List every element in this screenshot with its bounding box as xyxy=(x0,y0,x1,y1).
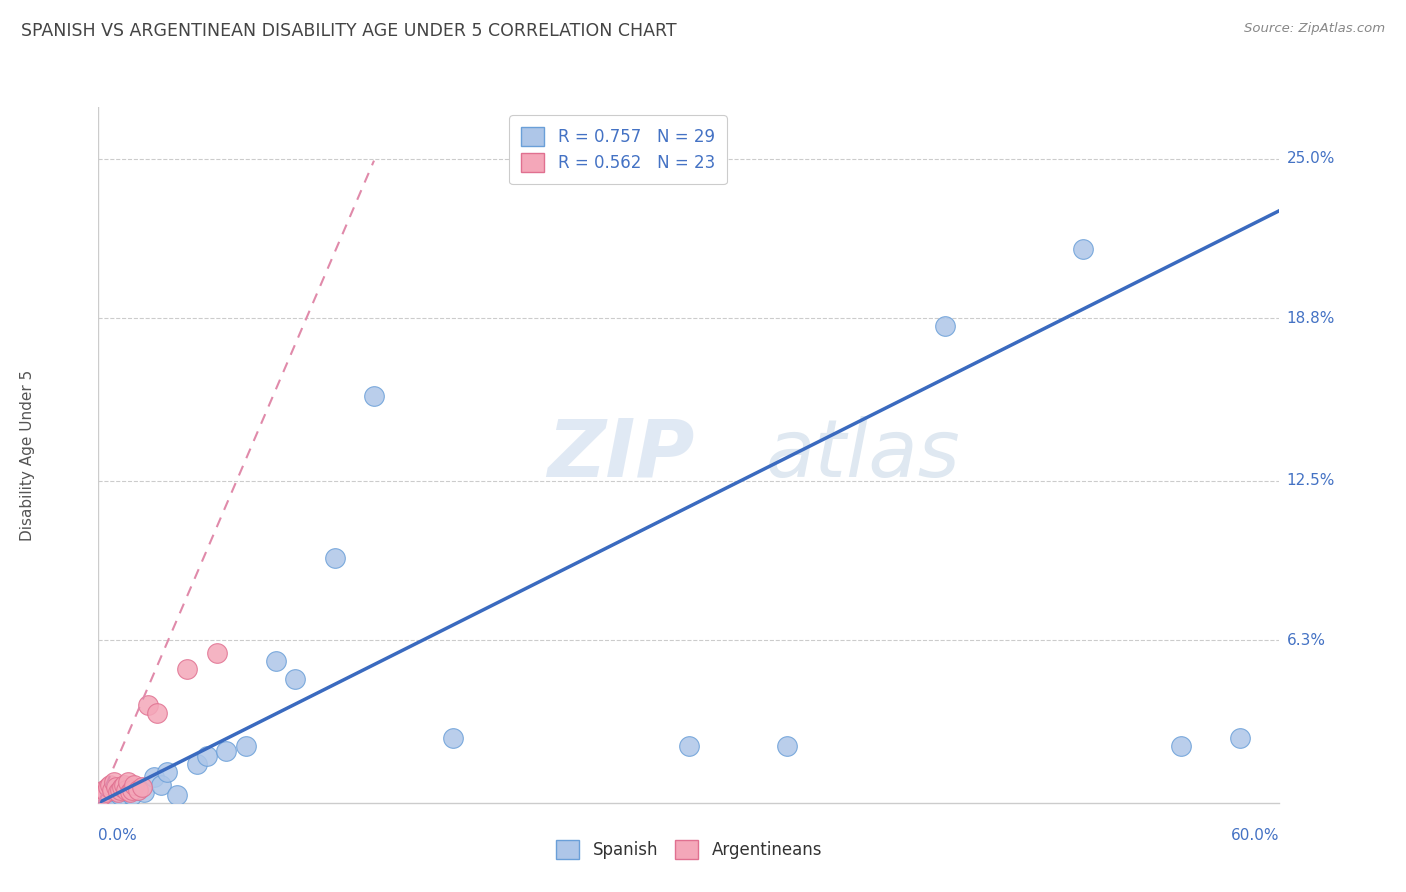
Point xyxy=(118,785,141,799)
Point xyxy=(111,780,134,795)
Point xyxy=(93,788,115,802)
Text: 0.0%: 0.0% xyxy=(98,828,138,843)
Point xyxy=(205,646,228,660)
Point xyxy=(323,551,346,566)
Point xyxy=(142,770,165,784)
Point xyxy=(186,757,208,772)
Text: SPANISH VS ARGENTINEAN DISABILITY AGE UNDER 5 CORRELATION CHART: SPANISH VS ARGENTINEAN DISABILITY AGE UN… xyxy=(21,22,676,40)
Point xyxy=(101,790,124,805)
Point xyxy=(235,739,257,753)
Point xyxy=(127,783,149,797)
Point xyxy=(107,785,129,799)
Point xyxy=(1229,731,1251,746)
Text: 12.5%: 12.5% xyxy=(1286,473,1334,488)
Text: ZIP: ZIP xyxy=(547,416,695,494)
Text: 6.3%: 6.3% xyxy=(1286,633,1326,648)
Text: atlas: atlas xyxy=(766,416,960,494)
Point xyxy=(121,788,143,802)
Point xyxy=(136,698,159,712)
Text: Disability Age Under 5: Disability Age Under 5 xyxy=(20,369,35,541)
Point xyxy=(96,785,118,799)
Point xyxy=(284,672,307,686)
Point xyxy=(117,785,139,799)
Point xyxy=(156,764,179,779)
Point xyxy=(122,778,145,792)
Point xyxy=(776,739,799,753)
Text: 18.8%: 18.8% xyxy=(1286,310,1334,326)
Text: 60.0%: 60.0% xyxy=(1232,828,1279,843)
Point xyxy=(215,744,238,758)
Point xyxy=(1071,242,1094,256)
Point xyxy=(97,780,120,795)
Point xyxy=(363,389,385,403)
Point xyxy=(195,749,218,764)
Point xyxy=(934,319,956,334)
Point xyxy=(108,788,131,802)
Point xyxy=(103,775,125,789)
Point xyxy=(150,778,173,792)
Point xyxy=(105,785,128,799)
Point xyxy=(678,739,700,753)
Point xyxy=(101,783,124,797)
Point xyxy=(441,731,464,746)
Point xyxy=(91,788,114,802)
Point xyxy=(264,654,287,668)
Point xyxy=(132,785,155,799)
Point xyxy=(108,783,131,797)
Point xyxy=(1170,739,1192,753)
Text: Source: ZipAtlas.com: Source: ZipAtlas.com xyxy=(1244,22,1385,36)
Point xyxy=(166,788,188,802)
Point xyxy=(121,783,143,797)
Point xyxy=(98,778,121,792)
Legend: Spanish, Argentineans: Spanish, Argentineans xyxy=(544,829,834,871)
Point xyxy=(97,783,120,797)
Point xyxy=(112,778,135,792)
Text: 25.0%: 25.0% xyxy=(1286,151,1334,166)
Point xyxy=(115,783,138,797)
Point xyxy=(131,780,153,795)
Point xyxy=(117,775,139,789)
Point xyxy=(112,780,135,795)
Point xyxy=(176,662,198,676)
Point xyxy=(146,706,169,720)
Point xyxy=(127,783,149,797)
Point xyxy=(105,780,128,795)
Point xyxy=(93,783,115,797)
